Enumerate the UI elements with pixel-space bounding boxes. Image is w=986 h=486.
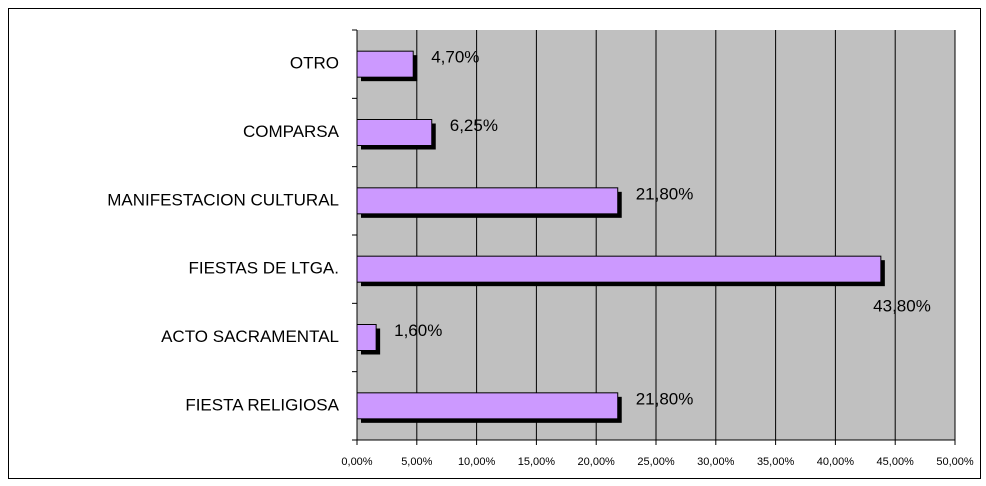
bar bbox=[356, 255, 882, 283]
y-tick-label: ACTO SACRAMENTAL bbox=[161, 327, 339, 346]
bar bbox=[356, 392, 619, 420]
x-tick-label: 0,00% bbox=[341, 456, 372, 468]
data-label: 21,80% bbox=[636, 184, 694, 203]
x-tick-label: 35,00% bbox=[757, 456, 795, 468]
bar bbox=[356, 50, 414, 78]
data-label: 21,80% bbox=[636, 389, 694, 408]
x-tick-label: 5,00% bbox=[401, 456, 432, 468]
y-tick-label: FIESTAS DE LTGA. bbox=[188, 259, 339, 278]
data-label: 6,25% bbox=[450, 116, 498, 135]
bar bbox=[356, 119, 433, 146]
x-tick-label: 40,00% bbox=[817, 456, 855, 468]
data-label: 1,60% bbox=[394, 321, 442, 340]
bar bbox=[356, 324, 377, 351]
y-tick-label: FIESTA RELIGIOSA bbox=[185, 395, 339, 414]
x-tick-label: 30,00% bbox=[697, 456, 735, 468]
y-tick-label: OTRO bbox=[290, 54, 339, 73]
x-tick-label: 20,00% bbox=[578, 456, 616, 468]
x-tick-label: 15,00% bbox=[518, 456, 556, 468]
x-tick-label: 50,00% bbox=[936, 456, 974, 468]
data-label: 43,80% bbox=[873, 297, 931, 316]
y-tick-label: MANIFESTACION CULTURAL bbox=[107, 190, 339, 209]
data-label: 4,70% bbox=[431, 48, 479, 67]
x-tick-label: 10,00% bbox=[458, 456, 496, 468]
y-tick-label: COMPARSA bbox=[243, 122, 340, 141]
x-tick-label: 25,00% bbox=[637, 456, 675, 468]
x-tick-label: 45,00% bbox=[877, 456, 915, 468]
bar bbox=[356, 187, 619, 215]
